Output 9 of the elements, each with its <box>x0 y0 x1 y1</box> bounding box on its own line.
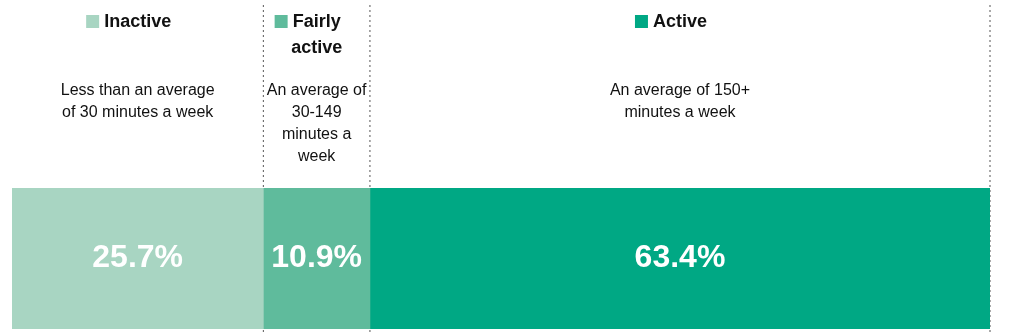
legend-label: Active <box>652 10 707 31</box>
data-label: 10.9% <box>271 238 363 275</box>
legend-label: Fairly active <box>291 10 343 57</box>
data-label: 63.4% <box>634 238 726 275</box>
data-label: 25.7% <box>92 238 184 275</box>
text: An average of 30-149 minutes a week <box>266 81 368 165</box>
text: Less than an average of 30 minutes a week <box>60 81 215 121</box>
legend-label: Inactive <box>104 10 172 31</box>
text: An average of 150+ minutes a week <box>609 81 751 121</box>
